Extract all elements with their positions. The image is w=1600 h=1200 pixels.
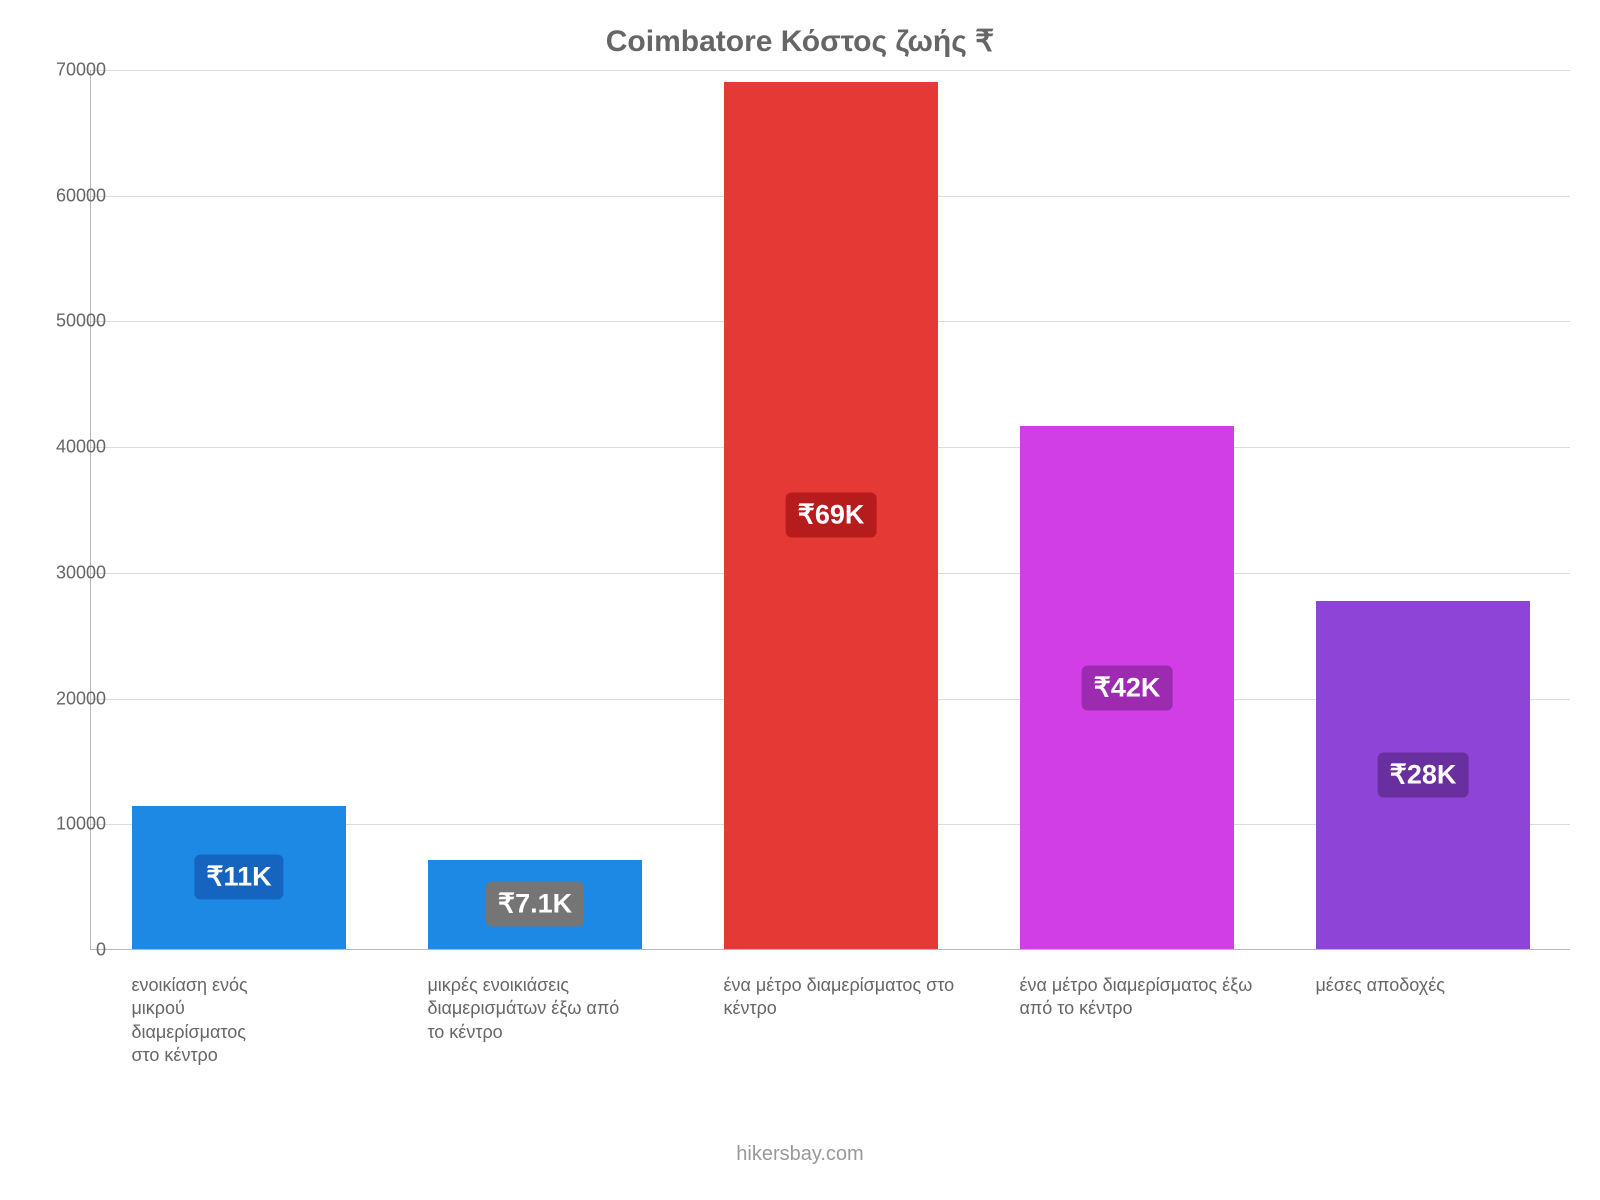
y-tick-label: 20000: [26, 688, 106, 709]
x-tick-label: ενοικίαση ενός μικρού διαμερίσματος στο …: [131, 974, 271, 1068]
bar-value-label: ₹7.1K: [486, 882, 584, 927]
x-tick-label: μικρές ενοικιάσεις διαμερισμάτων έξω από…: [427, 974, 627, 1044]
y-tick-label: 50000: [26, 311, 106, 332]
x-tick-label: μέσες αποδοχές: [1315, 974, 1495, 997]
grid-line: [91, 70, 1570, 71]
y-tick-label: 10000: [26, 814, 106, 835]
x-tick-label: ένα μέτρο διαμερίσματος έξω από το κέντρ…: [1019, 974, 1279, 1021]
y-tick-label: 60000: [26, 185, 106, 206]
y-tick-label: 40000: [26, 437, 106, 458]
y-tick-label: 70000: [26, 60, 106, 81]
chart-title: Coimbatore Κόστος ζωής ₹: [0, 24, 1600, 59]
chart-container: Coimbatore Κόστος ζωής ₹ ₹11K ₹7.1K ₹69K ₹4…: [0, 0, 1600, 1200]
bar-value-label: ₹28K: [1378, 752, 1469, 797]
y-tick-label: 30000: [26, 562, 106, 583]
bar-value-label: ₹69K: [786, 493, 877, 538]
plot-area: ₹11K ₹7.1K ₹69K ₹42K ₹28K: [90, 70, 1570, 950]
bar-value-label: ₹11K: [194, 855, 283, 900]
bar-value-label: ₹42K: [1082, 665, 1173, 710]
x-tick-label: ένα μέτρο διαμερίσματος στο κέντρο: [723, 974, 993, 1021]
y-tick-label: 0: [26, 940, 106, 961]
chart-footer: hikersbay.com: [0, 1143, 1600, 1166]
